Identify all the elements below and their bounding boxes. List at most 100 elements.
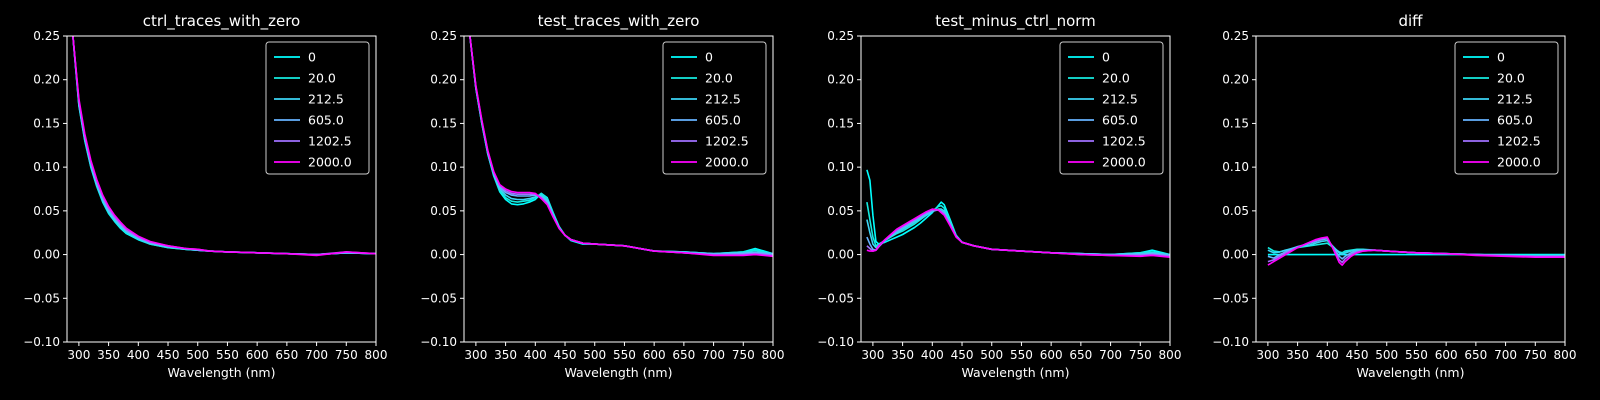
chart-title: ctrl_traces_with_zero [143,12,300,31]
series-line-5 [866,208,1170,258]
y-tick-label: 0.15 [33,116,60,130]
y-tick-label: −0.05 [1212,291,1249,305]
x-tick-label: 550 [216,348,239,362]
x-tick-label: 600 [246,348,269,362]
x-tick-label: 650 [1069,348,1092,362]
y-tick-label: 0.10 [33,160,60,174]
x-tick-label: 800 [1159,348,1182,362]
legend-label: 2000.0 [705,155,749,170]
x-tick-label: 700 [1099,348,1122,362]
y-tick-label: 0.00 [827,248,854,262]
plot-frame [66,35,377,343]
y-tick-label: −0.05 [23,291,60,305]
y-tick-label: 0.20 [33,73,60,87]
chart-panel-1: ctrl_traces_with_zero 300 350 400 450 500 550 6… [23,12,387,380]
chart-panel-3: test_minus_ctrl_norm 300 350 400 450 500 550 60… [817,12,1181,380]
legend: 0 20.0 212.5 605.0 1202.5 2000.0 [662,41,767,175]
legend: 0 20.0 212.5 605.0 1202.5 2000.0 [1059,41,1164,175]
series-line-5 [72,36,376,257]
x-axis-label: Wavelength (nm) [962,365,1070,380]
y-tick-label: 0.10 [430,160,457,174]
y-tick-label: 0.00 [430,248,457,262]
x-axis-label: Wavelength (nm) [565,365,673,380]
y-tick-label: 0.05 [430,204,457,218]
x-tick-label: 500 [980,348,1003,362]
y-tick-label: 0.25 [33,29,60,43]
chart-title: diff [1398,12,1423,30]
legend: 0 20.0 212.5 605.0 1202.5 2000.0 [1454,41,1559,175]
y-tick-label: 0.15 [827,116,854,130]
legend-label: 1202.5 [705,134,749,149]
y-tick-label: 0.15 [430,116,457,130]
x-tick-label: 750 [1129,348,1152,362]
x-tick-label: 350 [891,348,914,362]
series-group [866,169,1170,258]
x-tick-label: 600 [643,348,666,362]
y-tick-label: 0.15 [1222,116,1249,130]
series-line-5 [1267,236,1565,266]
y-tick-label: −0.10 [23,335,60,349]
chart-panel-2: test_traces_with_zero 300 350 400 450 500 550 6… [420,12,784,380]
legend-label: 20.0 [1102,71,1130,86]
plot-frame [860,35,1171,343]
y-tick-label: 0.20 [430,73,457,87]
chart-title: test_minus_ctrl_norm [935,12,1096,31]
legend-label: 20.0 [705,71,733,86]
legend-label: 212.5 [705,92,741,107]
x-tick-label: 650 [1464,348,1487,362]
plot-frame [463,35,774,343]
legend-label: 0 [705,50,713,65]
legend-label: 605.0 [705,113,741,128]
x-axis-label: Wavelength (nm) [1357,365,1465,380]
y-tick-label: 0.00 [33,248,60,262]
y-tick-label: −0.05 [420,291,457,305]
x-tick-label: 400 [921,348,944,362]
y-tick-label: 0.25 [827,29,854,43]
y-tick-label: 0.05 [827,204,854,218]
x-tick-label: 800 [1554,348,1577,362]
x-tick-label: 400 [127,348,150,362]
x-tick-label: 800 [365,348,388,362]
x-tick-label: 550 [613,348,636,362]
legend-label: 20.0 [1497,71,1525,86]
legend-label: 1202.5 [1497,134,1541,149]
legend-label: 212.5 [308,92,344,107]
legend-label: 2000.0 [1497,155,1541,170]
y-tick-label: 0.05 [33,204,60,218]
legend: 0 20.0 212.5 605.0 1202.5 2000.0 [265,41,370,175]
x-tick-label: 600 [1040,348,1063,362]
legend-label: 2000.0 [308,155,352,170]
y-tick-label: 0.05 [1222,204,1249,218]
x-tick-label: 400 [524,348,547,362]
x-tick-label: 500 [583,348,606,362]
x-tick-label: 500 [186,348,209,362]
chart-panel-4: diff 300 350 400 450 500 550 600 650 700 750 800 −0.… [1212,12,1576,380]
x-tick-label: 750 [1524,348,1547,362]
y-tick-label: 0.20 [827,73,854,87]
x-tick-label: 750 [335,348,358,362]
legend-label: 212.5 [1497,92,1533,107]
legend-label: 605.0 [308,113,344,128]
x-tick-label: 550 [1010,348,1033,362]
legend-label: 1202.5 [308,134,352,149]
y-tick-label: 0.10 [827,160,854,174]
chart-title: test_traces_with_zero [538,12,700,31]
y-tick-label: 0.00 [1222,248,1249,262]
x-tick-label: 550 [1405,348,1428,362]
x-tick-label: 650 [275,348,298,362]
x-tick-label: 300 [67,348,90,362]
x-tick-label: 450 [951,348,974,362]
y-tick-label: −0.10 [1212,335,1249,349]
x-tick-label: 700 [305,348,328,362]
x-tick-label: 500 [1375,348,1398,362]
legend-label: 212.5 [1102,92,1138,107]
legend-label: 1202.5 [1102,134,1146,149]
x-tick-label: 350 [97,348,120,362]
y-tick-label: 0.10 [1222,160,1249,174]
y-tick-label: −0.05 [817,291,854,305]
x-tick-label: 600 [1435,348,1458,362]
y-tick-label: 0.25 [1222,29,1249,43]
legend-label: 0 [1102,50,1110,65]
x-tick-label: 700 [702,348,725,362]
y-tick-label: −0.10 [420,335,457,349]
